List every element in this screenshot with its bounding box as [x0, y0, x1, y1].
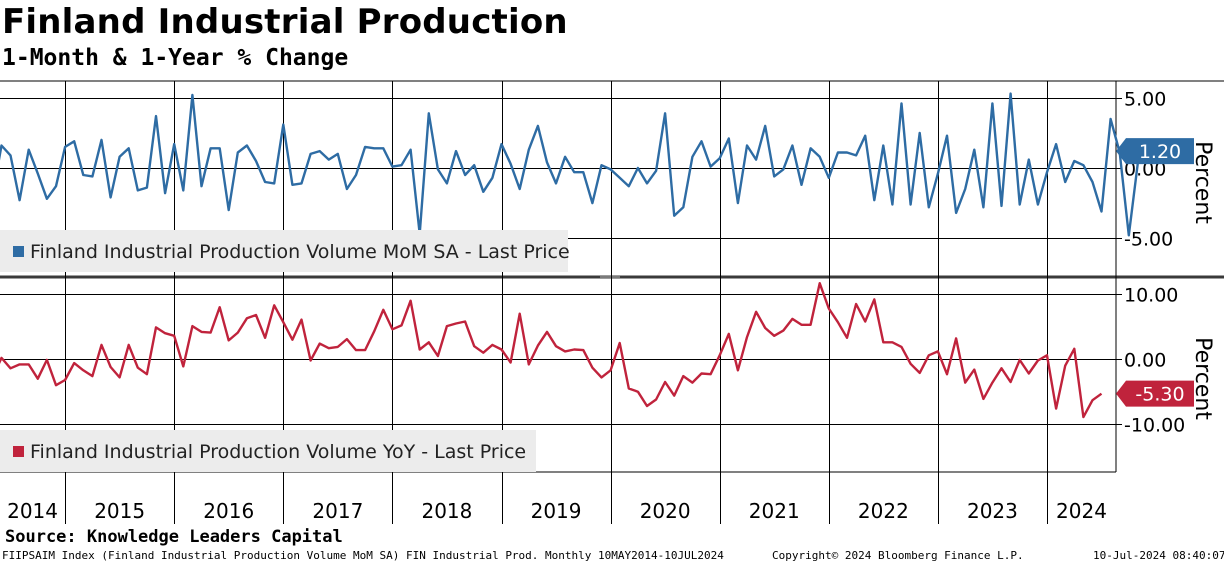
y-tick-label: 5.00: [1124, 89, 1166, 111]
y-tick-label: 10.00: [1124, 285, 1178, 307]
x-tick-label: 2021: [749, 499, 800, 523]
legend-swatch: [13, 446, 24, 457]
footer-copyright: Copyright© 2024 Bloomberg Finance L.P.: [772, 549, 1024, 562]
yoy-series-line: [0, 282, 1103, 419]
y-axis-title: Percent: [1190, 141, 1215, 224]
y-tick-label: -5.00: [1124, 229, 1173, 251]
x-tick-label: 2023: [967, 499, 1018, 523]
x-tick-label: 2016: [203, 499, 254, 523]
chart-title: Finland Industrial Production: [2, 2, 568, 42]
chart-subtitle: 1-Month & 1-Year % Change: [2, 45, 349, 71]
yoy-last-value-label: -5.30: [1135, 384, 1184, 406]
x-tick-label: 2014: [7, 499, 58, 523]
dynamic-marks: 2014 2015 2016 2017 2018 2019 2020 2021 2022 2023…: [0, 81, 1215, 524]
y-axis-title: Percent: [1190, 337, 1215, 420]
legend-label: Finland Industrial Production Volume YoY…: [30, 441, 526, 463]
legend-swatch: [13, 246, 24, 257]
yoy-last-value-tag: [1116, 380, 1194, 407]
y-tick-label: -10.00: [1124, 415, 1185, 437]
x-tick-label: 2017: [312, 499, 363, 523]
footer-index-desc: FIIPSAIM Index (Finland Industrial Produ…: [2, 549, 724, 562]
x-tick-label: 2022: [858, 499, 909, 523]
x-tick-label: 2020: [640, 499, 691, 523]
y-tick-label: 0.00: [1124, 350, 1166, 372]
source-note: Source: Knowledge Leaders Capital: [5, 527, 343, 547]
legend-box: [0, 230, 568, 272]
x-tick-label: 2019: [531, 499, 582, 523]
mom-last-value-label: 1.20: [1139, 141, 1181, 163]
x-tick-label: 2024: [1056, 499, 1107, 523]
legend-box: [0, 430, 536, 472]
mom-last-value-tag: [1116, 138, 1194, 165]
footer-timestamp: 10-Jul-2024 08:40:07: [1093, 549, 1224, 562]
x-tick-label: 2015: [94, 499, 145, 523]
legend-label: Finland Industrial Production Volume MoM…: [30, 241, 570, 263]
x-tick-label: 2018: [421, 499, 472, 523]
mom-series-line: [0, 92, 1148, 237]
